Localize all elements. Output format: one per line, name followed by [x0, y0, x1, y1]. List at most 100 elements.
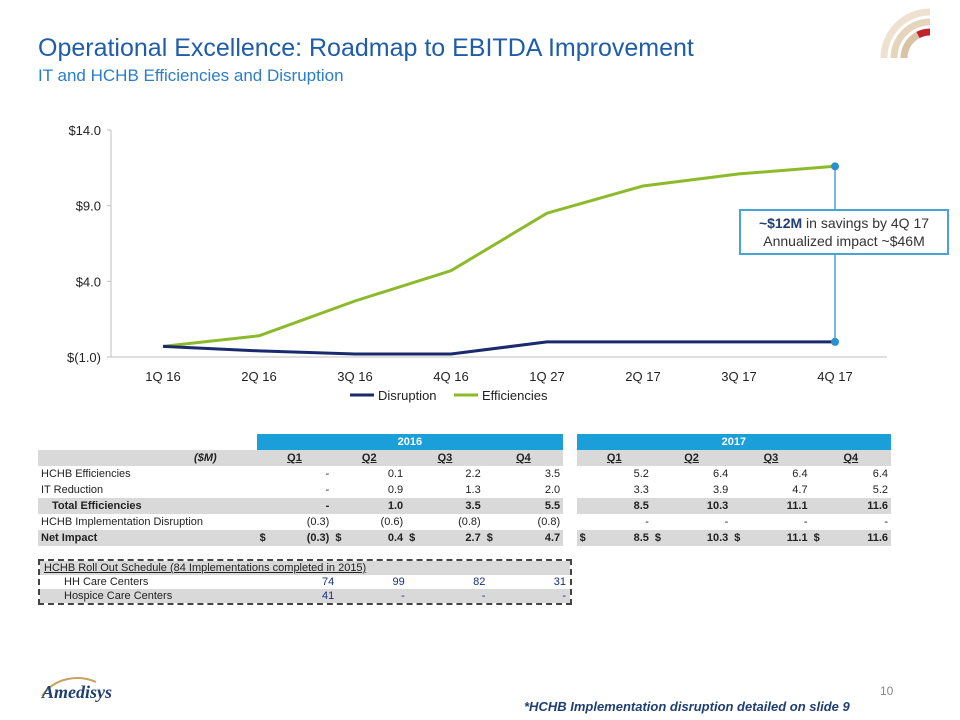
cell-value: (0.8) — [537, 516, 561, 528]
x-tick-label: 2Q 17 — [625, 369, 660, 384]
units-label: ($M) — [38, 450, 257, 466]
legend: Disruption Efficiencies — [350, 388, 548, 403]
currency-symbol: $ — [810, 530, 829, 546]
rollout-value: - — [338, 589, 409, 603]
x-tick-label: 1Q 16 — [145, 369, 180, 384]
cell-value: 1.3 — [465, 484, 481, 496]
currency-symbol: $ — [731, 530, 749, 546]
y-tick-label: $9.0 — [76, 199, 101, 214]
row-label: Net Impact — [38, 530, 257, 546]
cell-value: 6.4 — [792, 468, 808, 480]
series-line-efficiencies — [162, 164, 836, 348]
year-header-row: 2016 2017 — [38, 434, 891, 450]
cell-value: 0.4 — [349, 530, 407, 546]
currency-symbol: $ — [576, 530, 595, 546]
q3-2016: Q3 — [406, 450, 484, 466]
currency-symbol: $ — [483, 530, 502, 546]
q2-2016: Q2 — [332, 450, 407, 466]
x-tick-label: 4Q 17 — [817, 369, 852, 384]
cell-value: 3.5 — [423, 498, 484, 514]
savings-callout: ~$12M in savings by 4Q 17 Annualized imp… — [739, 209, 949, 255]
x-tick-label: 4Q 16 — [433, 369, 468, 384]
cell-value: 2.2 — [465, 468, 481, 480]
y-tick-label: $4.0 — [76, 274, 101, 289]
cell-value: - — [724, 516, 729, 528]
y-axis: $14.0 $9.0 $4.0 $(1.0) — [67, 123, 112, 365]
row-label: HCHB Implementation Disruption — [41, 516, 204, 528]
cell-value: 5.2 — [872, 484, 888, 496]
cell-value: - — [803, 516, 808, 528]
brand-mark-icon — [880, 8, 931, 59]
y-tick-label: $(1.0) — [67, 350, 101, 365]
callout-annualized: Annualized impact ~$46M — [763, 233, 925, 249]
cell-value: 3.5 — [544, 468, 561, 480]
cell-value: 6.4 — [872, 468, 888, 480]
page-title: Operational Excellence: Roadmap to EBITD… — [38, 34, 694, 62]
currency-symbol: $ — [256, 530, 275, 546]
cell-value: 6.4 — [712, 468, 729, 480]
cell-value: 11.1 — [748, 530, 811, 546]
rollout-row-hh: HH Care Centers 74 99 82 31 — [40, 575, 570, 589]
q4-2016: Q4 — [483, 450, 564, 466]
year-2016: 2016 — [256, 434, 564, 450]
cell-value: 8.5 — [594, 498, 652, 514]
table-row: HCHB Implementation Disruption (0.3) (0.6)… — [38, 514, 891, 530]
q1-2016: Q1 — [256, 450, 333, 466]
x-tick-label: 3Q 17 — [721, 369, 756, 384]
row-label: IT Reduction — [41, 484, 104, 496]
rollout-value: 41 — [267, 589, 339, 603]
cell-value: - — [325, 484, 330, 496]
currency-symbol: $ — [332, 530, 350, 546]
q4-2017: Q4 — [810, 450, 891, 466]
q3-2017: Q3 — [731, 450, 811, 466]
chart: $14.0 $9.0 $4.0 $(1.0) 1Q 16 2Q 16 3Q 16 4Q 16… — [67, 123, 887, 403]
cell-value: (0.3) — [274, 530, 333, 546]
quarter-header-row: ($M) Q1 Q2 Q3 Q4 Q1 Q2 Q3 Q4 — [38, 450, 891, 466]
x-tick-label: 3Q 16 — [337, 369, 372, 384]
cell-value: 8.5 — [594, 530, 652, 546]
rollout-value: 74 — [321, 576, 335, 588]
cell-value: 4.7 — [501, 530, 564, 546]
cell-value: - — [645, 516, 649, 528]
rollout-value: 99 — [392, 576, 405, 588]
callout-text: in savings by 4Q 17 — [802, 215, 930, 231]
table-row: Total Efficiencies -1.0 3.5 5.5 8.5 10.3 11.1 1… — [38, 498, 891, 514]
cell-value: - — [274, 498, 333, 514]
page-number: 10 — [880, 684, 894, 698]
rollout-value: 82 — [473, 576, 486, 588]
page-subtitle: IT and HCHB Efficiencies and Disruption — [38, 66, 344, 85]
data-point-disruption — [831, 337, 839, 346]
rollout-value: - — [489, 589, 570, 603]
legend-label-disruption: Disruption — [378, 388, 437, 403]
legend-label-efficiencies: Efficiencies — [482, 388, 548, 403]
x-tick-label: 2Q 16 — [241, 369, 276, 384]
cell-value: 10.3 — [669, 498, 732, 514]
cell-value: 2.0 — [544, 484, 561, 496]
cell-value: - — [325, 468, 330, 480]
rollout-heading: HCHB Roll Out Schedule (84 Implementatio… — [40, 561, 570, 575]
rollout-label: Hospice Care Centers — [40, 589, 268, 603]
table-row: HCHB Efficiencies - 0.1 2.2 3.5 5.2 6.4 6.4 6.4 — [38, 466, 891, 482]
table-row: IT Reduction - 0.9 1.3 2.0 3.3 3.9 4.7 5.2 — [38, 482, 891, 498]
cell-value: (0.6) — [380, 516, 404, 528]
cell-value: 3.9 — [712, 484, 729, 496]
financial-table: 2016 2017 ($M) Q1 Q2 Q3 Q4 Q1 Q2 Q3 Q4 H… — [38, 434, 891, 546]
currency-symbol: $ — [651, 530, 670, 546]
y-tick-label: $14.0 — [68, 123, 101, 138]
table-row: Net Impact $ (0.3) $0.4 $2.7 $4.7 $8.5 $10.3 $11… — [38, 530, 891, 546]
rollout-heading-row: HCHB Roll Out Schedule (84 Implementatio… — [40, 561, 570, 575]
rollout-schedule-box: HCHB Roll Out Schedule (84 Implementatio… — [38, 559, 572, 605]
cell-value: 3.3 — [633, 484, 649, 496]
cell-value: 4.7 — [792, 484, 808, 496]
row-label: HCHB Efficiencies — [41, 468, 131, 480]
amedisys-logo: Amedisys — [41, 677, 112, 702]
cell-value: 11.6 — [828, 498, 891, 514]
footnote: *HCHB Implementation disruption detailed… — [524, 699, 850, 714]
q2-2017: Q2 — [651, 450, 732, 466]
row-label: Total Efficiencies — [38, 498, 257, 514]
callout-highlight: ~$12M — [758, 215, 803, 231]
cell-value: (0.8) — [458, 516, 481, 528]
q1-2017: Q1 — [576, 450, 652, 466]
cell-value: 10.3 — [669, 530, 732, 546]
series — [162, 162, 839, 356]
